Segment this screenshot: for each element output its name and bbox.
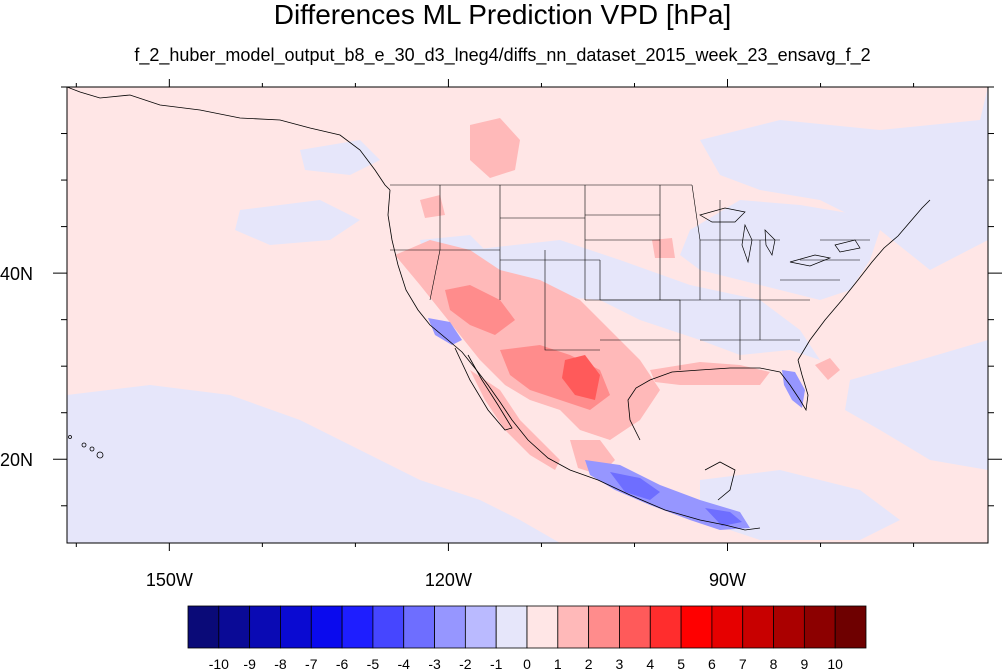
region-arizona <box>445 285 515 335</box>
colorbar-swatch <box>526 605 559 649</box>
coastline-baja <box>454 347 513 431</box>
region-baja-coast <box>470 370 560 470</box>
region-caribbean <box>700 470 900 540</box>
colorbar-swatch <box>680 605 713 649</box>
lon-tick-label: 120W <box>425 570 472 590</box>
hawaii-islands <box>68 435 104 459</box>
colorbar-swatch <box>588 605 620 649</box>
colorbar-swatch <box>372 605 405 649</box>
region-texas-mexico-border <box>562 355 600 400</box>
colorbar-label: 4 <box>646 656 654 672</box>
colorbar-swatch <box>557 605 590 649</box>
coastline-florida <box>779 359 809 412</box>
colorbar-swatch <box>649 605 682 649</box>
coastline-east <box>797 199 931 361</box>
positive-very-strong-regions <box>562 355 600 400</box>
region-nebraska <box>652 238 675 258</box>
colorbar-swatch <box>773 605 805 649</box>
coastlines <box>67 87 931 531</box>
colorbar-swatch <box>280 605 312 649</box>
colorbar-label: -3 <box>428 656 441 672</box>
lat-tick-label: 20N <box>0 450 33 470</box>
colorbar-label: 6 <box>708 656 716 672</box>
colorbar-label: 0 <box>523 656 531 672</box>
region-atlantic-tropical <box>845 340 988 470</box>
lat-tick-label: 40N <box>0 264 33 284</box>
colorbar-swatch <box>249 605 281 649</box>
region-bc-interior <box>420 195 445 218</box>
us-state-boundaries <box>390 184 870 370</box>
region-canadian-rockies <box>470 118 520 178</box>
coastline-west <box>387 189 761 531</box>
vpd-difference-field <box>67 87 988 543</box>
region-north-pacific <box>235 200 360 245</box>
colorbar: -10 -9 -8 -7 -6 -5 -4 -3 -2 -1 0 1 2 3 4 5 6 7 8 9 10 <box>187 605 867 672</box>
region-oaxaca <box>610 472 660 500</box>
lon-tick-label: 150W <box>146 570 193 590</box>
colorbar-label: -1 <box>490 656 503 672</box>
plot-frame <box>66 86 989 544</box>
region-northeast-us <box>680 200 880 300</box>
colorbar-label: 2 <box>585 656 593 672</box>
map-subtitle: f_2_huber_model_output_b8_e_30_d3_lneg4/… <box>134 45 871 65</box>
colorbar-swatch <box>434 605 466 649</box>
colorbar-swatch <box>803 605 836 649</box>
great-lakes <box>699 207 861 267</box>
colorbar-label: 7 <box>739 656 747 672</box>
negative-regions <box>67 87 988 543</box>
colorbar-label: 5 <box>677 656 685 672</box>
colorbar-label: -4 <box>398 656 411 672</box>
colorbar-swatch <box>310 605 343 649</box>
colorbar-label: -6 <box>336 656 349 672</box>
coastline-alaska <box>67 87 391 191</box>
region-north-atlantic <box>700 87 988 270</box>
region-florida-east <box>815 358 840 380</box>
colorbar-swatch <box>834 605 867 649</box>
map-title: Differences ML Prediction VPD [hPa] <box>273 0 732 30</box>
colorbar-label: -5 <box>367 656 380 672</box>
coastline-gulf <box>627 367 781 441</box>
region-socal-coast <box>428 318 462 345</box>
region-gulf-of-alaska <box>300 140 380 175</box>
negative-very-strong-regions <box>610 472 742 526</box>
colorbar-swatch <box>464 605 497 649</box>
colorbar-label: 8 <box>770 656 778 672</box>
colorbar-label: -7 <box>305 656 318 672</box>
colorbar-swatch <box>218 605 251 649</box>
colorbar-swatch <box>495 605 528 649</box>
colorbar-label: 3 <box>616 656 624 672</box>
colorbar-swatch <box>187 605 220 649</box>
colorbar-swatch <box>619 605 651 649</box>
colorbar-label: 1 <box>554 656 562 672</box>
colorbar-label: -9 <box>243 656 256 672</box>
colorbar-label: -10 <box>209 656 229 672</box>
colorbar-swatch <box>341 605 374 649</box>
region-east-pacific <box>67 385 560 543</box>
colorbar-label: -2 <box>459 656 472 672</box>
colorbar-label: -8 <box>274 656 287 672</box>
colorbar-label: 10 <box>827 656 843 672</box>
colorbar-swatch <box>742 605 774 649</box>
map-axes: 150W 120W 90W 40N 20N <box>0 79 1002 590</box>
colorbar-swatch <box>403 605 435 649</box>
region-central-america <box>705 508 742 526</box>
colorbar-label: 9 <box>800 656 808 672</box>
coastline-yucatan <box>704 461 736 501</box>
lon-tick-label: 90W <box>709 570 746 590</box>
colorbar-swatch <box>711 605 744 649</box>
